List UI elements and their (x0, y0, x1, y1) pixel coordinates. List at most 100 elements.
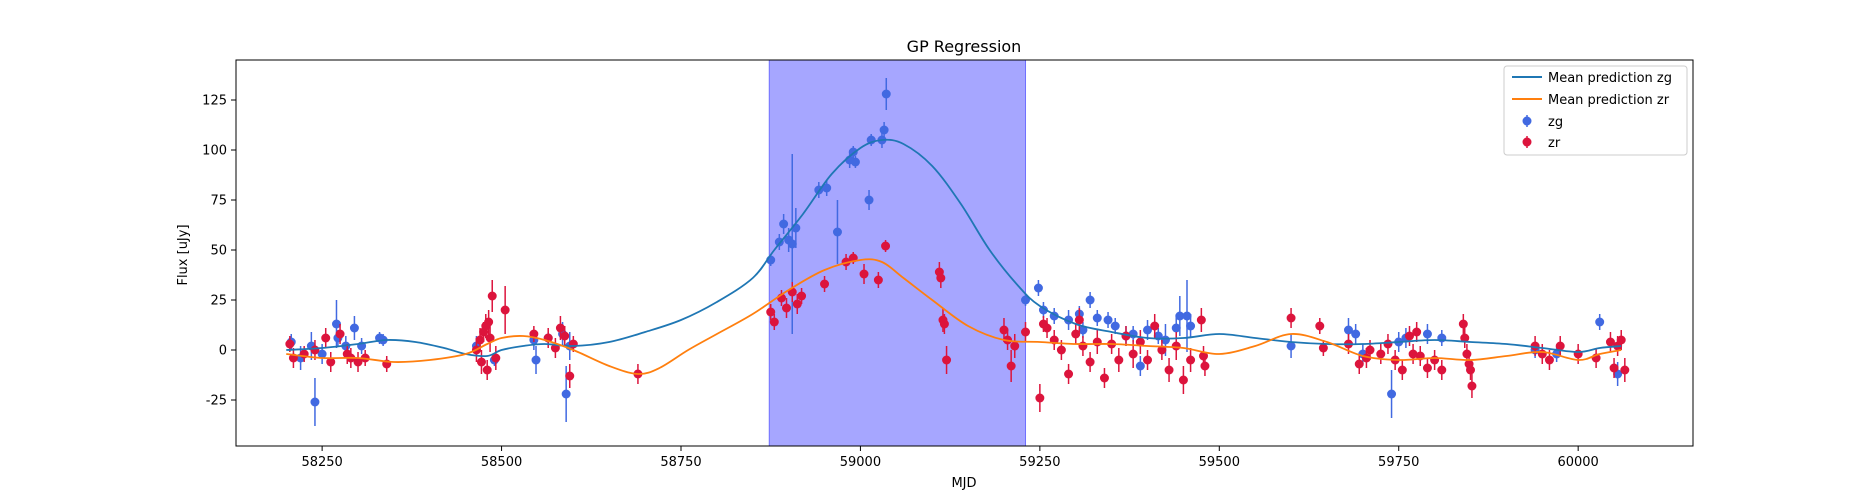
marker-zr-42 (873, 275, 883, 285)
data-point-zr-60 (1071, 324, 1081, 344)
marker-zr-107 (1544, 355, 1554, 365)
data-point-zr-95 (1415, 346, 1425, 366)
marker-zr-78 (1196, 315, 1206, 325)
legend-frame (1503, 65, 1688, 156)
data-point-zr-37 (797, 288, 807, 304)
marker-zr-93 (1408, 349, 1418, 359)
marker-zg-50 (1135, 361, 1145, 371)
marker-zg-45 (1092, 313, 1102, 323)
data-point-zr-103 (1466, 360, 1476, 380)
data-point-zg-46 (1103, 312, 1113, 328)
marker-zr-43 (881, 241, 891, 251)
data-point-zr-72 (1150, 314, 1160, 338)
marker-zg-44 (1085, 295, 1095, 305)
marker-zr-61 (1074, 315, 1084, 325)
x-tick-label-59750: 59750 (1378, 455, 1419, 470)
marker-zr-56 (1042, 323, 1052, 333)
marker-zr-92 (1404, 331, 1414, 341)
data-point-zr-62 (1078, 336, 1088, 356)
data-point-zg-56 (1182, 280, 1192, 352)
data-point-zr-89 (1383, 334, 1393, 354)
marker-zr-71 (1143, 355, 1153, 365)
x-tick-label-58250: 58250 (301, 455, 342, 470)
data-point-zr-47 (939, 314, 949, 334)
legend: Mean prediction zg Mean prediction zr zg… (1503, 65, 1688, 156)
data-point-zg-44 (1085, 292, 1095, 308)
marker-zr-76 (1178, 375, 1188, 385)
data-point-zr-112 (1609, 358, 1619, 378)
legend-label-zg-line: Mean prediction zg (1548, 71, 1672, 86)
y-tick-label-25: 25 (210, 294, 227, 309)
marker-zr-91 (1397, 365, 1407, 375)
marker-zr-81 (1286, 313, 1296, 323)
x-axis-label: MJD (951, 476, 976, 491)
data-point-zr-6 (335, 324, 345, 344)
marker-zr-69 (1128, 349, 1138, 359)
marker-zg-18 (561, 389, 571, 399)
marker-zg-8 (349, 323, 359, 333)
data-point-zg-69 (1595, 314, 1605, 330)
marker-zr-65 (1099, 373, 1109, 383)
marker-zr-77 (1186, 355, 1196, 365)
marker-zr-60 (1071, 329, 1081, 339)
marker-zg-55 (1175, 311, 1185, 321)
marker-zr-21 (491, 353, 501, 363)
marker-zr-45 (936, 273, 946, 283)
data-point-zg-24 (787, 154, 797, 334)
marker-zr-31 (766, 307, 776, 317)
data-point-zr-80 (1200, 356, 1210, 376)
marker-zg-32 (864, 195, 874, 205)
data-point-zg-35 (879, 122, 889, 138)
marker-zg-56 (1182, 311, 1192, 321)
marker-zg-54 (1171, 323, 1181, 333)
marker-zr-41 (859, 269, 869, 279)
data-point-zg-43 (1078, 322, 1088, 338)
data-point-zg-15 (531, 346, 541, 374)
data-point-zr-83 (1318, 340, 1328, 356)
marker-zr-109 (1573, 349, 1583, 359)
data-point-zr-63 (1085, 352, 1095, 372)
marker-zr-36 (792, 299, 802, 309)
data-point-zr-94 (1412, 322, 1422, 342)
data-point-zr-9 (353, 352, 363, 372)
chart-title: GP Regression (907, 37, 1022, 56)
marker-zr-27 (560, 331, 570, 341)
marker-zr-79 (1199, 351, 1209, 361)
marker-zr-20 (487, 291, 497, 301)
marker-zr-96 (1422, 363, 1432, 373)
marker-zg-46 (1103, 315, 1113, 325)
marker-zg-36 (881, 89, 891, 99)
legend-label-zr: zr (1548, 136, 1561, 151)
marker-zg-65 (1422, 329, 1432, 339)
data-point-zr-108 (1555, 336, 1565, 356)
data-point-zr-115 (1620, 358, 1630, 382)
data-point-zr-59 (1064, 364, 1074, 384)
data-point-zr-22 (500, 286, 510, 334)
marker-zr-83 (1318, 343, 1328, 353)
data-point-zg-27 (822, 180, 832, 196)
data-point-zr-61 (1074, 308, 1084, 332)
marker-zr-67 (1114, 355, 1124, 365)
marker-zr-63 (1085, 357, 1095, 367)
y-tick-label-100: 100 (202, 144, 227, 159)
data-point-zr-91 (1397, 360, 1407, 380)
marker-zg-28 (832, 227, 842, 237)
x-tick-label-58500: 58500 (481, 455, 522, 470)
data-point-zg-45 (1092, 310, 1102, 326)
mean-prediction-line-zr (286, 258, 1622, 375)
data-point-zr-11 (382, 356, 392, 372)
data-point-zr-110 (1591, 348, 1601, 368)
marker-zg-3 (310, 397, 320, 407)
data-point-zr-57 (1049, 330, 1059, 350)
marker-zr-100 (1460, 333, 1470, 343)
marker-zr-53 (1021, 327, 1031, 337)
marker-zr-19 (485, 333, 495, 343)
marker-zr-0 (285, 339, 295, 349)
data-point-zg-55 (1175, 296, 1185, 336)
data-point-zr-77 (1186, 348, 1196, 372)
data-point-zr-96 (1422, 358, 1432, 378)
marker-zr-4 (321, 333, 331, 343)
marker-zr-72 (1150, 321, 1160, 331)
marker-zr-62 (1078, 341, 1088, 351)
